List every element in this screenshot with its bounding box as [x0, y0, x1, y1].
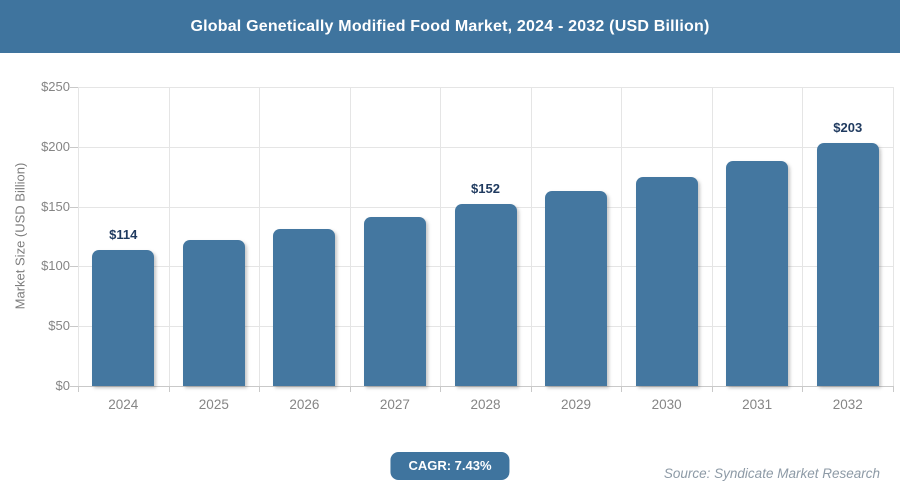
- x-tick-label: 2027: [379, 397, 410, 412]
- x-tick-mark: [712, 386, 713, 392]
- gridline-vertical: [893, 87, 894, 386]
- gridline-vertical: [350, 87, 351, 386]
- gridline-vertical: [78, 87, 79, 386]
- bar-2032: [816, 143, 879, 386]
- x-tick-label: 2024: [108, 397, 139, 412]
- y-tick-mark: [70, 146, 78, 148]
- x-tick-mark: [440, 386, 441, 392]
- gridline-vertical: [531, 87, 532, 386]
- x-tick-label: 2029: [561, 397, 592, 412]
- y-tick-label: $200: [41, 138, 70, 154]
- bar-2029: [545, 191, 608, 386]
- bar-2028: [454, 204, 517, 386]
- x-tick-label: 2032: [832, 397, 863, 412]
- bar-2027: [363, 217, 426, 386]
- x-tick-mark: [78, 386, 79, 392]
- x-tick-label: 2028: [470, 397, 501, 412]
- gridline-vertical: [712, 87, 713, 386]
- y-tick-mark: [70, 386, 78, 387]
- bar-value-label: $114: [109, 226, 138, 242]
- x-tick-label: 2026: [289, 397, 320, 412]
- x-tick-mark: [531, 386, 532, 392]
- bar-chart: Market Size (USD Billion) $0 $50 $100 $150 $…: [0, 53, 900, 445]
- gridline-vertical: [440, 87, 441, 386]
- y-tick-label: $0: [55, 378, 70, 393]
- gridline-horizontal: [78, 386, 893, 387]
- y-axis-title: Market Size (USD Billion): [12, 162, 28, 310]
- x-tick-mark: [350, 386, 351, 392]
- bar-2025: [182, 240, 245, 386]
- gridline-horizontal: [78, 146, 893, 148]
- x-tick-mark: [259, 386, 260, 392]
- y-tick-mark: [70, 326, 78, 328]
- x-tick-mark: [893, 386, 894, 392]
- gridline-vertical: [802, 87, 803, 386]
- y-tick-label: $150: [41, 198, 70, 214]
- bar-value-label: $203: [833, 120, 863, 136]
- bar-2026: [273, 229, 336, 386]
- chart-title-bar: Global Genetically Modified Food Market,…: [0, 0, 900, 53]
- y-tick-mark: [70, 87, 78, 88]
- y-tick-mark: [70, 206, 78, 208]
- bar-value-label: $152: [471, 181, 500, 197]
- y-tick-label: $250: [41, 79, 70, 94]
- x-tick-label: 2025: [198, 397, 229, 412]
- x-tick-mark: [169, 386, 170, 392]
- chart-title: Global Genetically Modified Food Market,…: [190, 17, 710, 35]
- plot-area: $0 $50 $100 $150 $200 $250 2024 2025 2026 2027 202…: [41, 79, 894, 412]
- gridline-vertical: [621, 87, 622, 386]
- gridline-horizontal: [78, 87, 893, 88]
- y-tick-mark: [70, 266, 78, 268]
- bar-2031: [726, 161, 789, 386]
- bar-2024: [92, 250, 155, 386]
- x-tick-label: 2030: [651, 397, 682, 412]
- gridline-vertical: [169, 87, 170, 386]
- x-tick-label: 2031: [742, 397, 773, 412]
- bar-2030: [635, 177, 698, 386]
- cagr-badge: CAGR: 7.43%: [390, 452, 510, 480]
- gridline-vertical: [259, 87, 260, 386]
- x-tick-mark: [621, 386, 622, 392]
- x-tick-mark: [802, 386, 803, 392]
- y-tick-label: $100: [41, 258, 70, 274]
- source-note: Source: Syndicate Market Research: [663, 466, 880, 481]
- y-tick-label: $50: [48, 318, 70, 334]
